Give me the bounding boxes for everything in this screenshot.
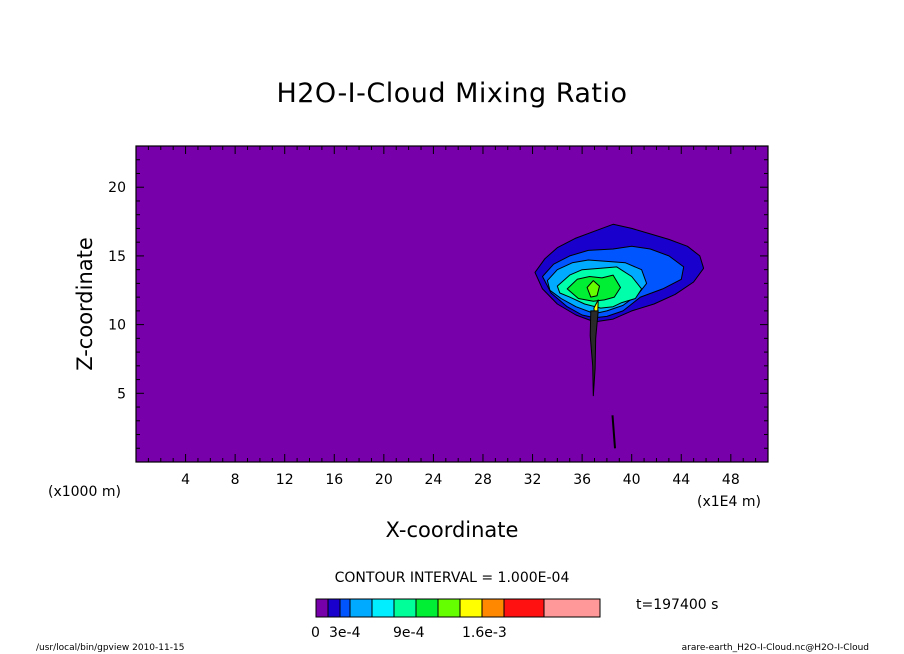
colorbar-swatch <box>481 598 505 618</box>
contour-streak <box>611 415 616 449</box>
colorbar-swatch <box>415 598 439 618</box>
x-tick-label: 8 <box>231 472 240 488</box>
colorbar-swatch <box>459 598 483 618</box>
colorbar-swatch <box>339 598 351 618</box>
x-tick-label: 4 <box>181 472 190 488</box>
x-tick-label: 28 <box>474 472 492 488</box>
chart-title: H2O-I-Cloud Mixing Ratio <box>276 78 627 109</box>
x-axis-ticks: 4 8 12 16 20 24 28 32 36 40 44 48 <box>147 146 757 488</box>
x-tick-label: 48 <box>722 472 740 488</box>
colorbar <box>315 598 601 618</box>
x-unit-left-label: (x1000 m) <box>48 484 121 500</box>
y-axis-label: Z-coordinate <box>73 237 97 371</box>
contour-interval-label: CONTOUR INTERVAL = 1.000E-04 <box>335 570 570 586</box>
colorbar-labels: 0 3e-4 9e-4 1.6e-3 <box>311 625 507 641</box>
colorbar-swatch <box>327 598 341 618</box>
x-tick-label: 20 <box>375 472 393 488</box>
colorbar-swatch <box>393 598 417 618</box>
x-unit-right-label: (x1E4 m) <box>697 494 761 510</box>
x-axis-label: X-coordinate <box>386 518 519 542</box>
x-tick-label: 16 <box>325 472 343 488</box>
x-tick-label: 40 <box>623 472 641 488</box>
y-tick-label: 15 <box>108 249 126 265</box>
x-tick-label: 44 <box>672 472 690 488</box>
colorbar-swatch <box>543 598 601 618</box>
y-tick-label: 10 <box>108 318 126 334</box>
colorbar-label: 0 <box>311 625 320 641</box>
y-axis-ticks: 5 10 15 20 <box>108 159 768 449</box>
colorbar-swatch <box>371 598 395 618</box>
colorbar-label: 9e-4 <box>393 625 425 641</box>
colorbar-swatch <box>315 598 329 618</box>
colorbar-label: 3e-4 <box>329 625 361 641</box>
x-tick-label: 36 <box>573 472 591 488</box>
colorbar-label: 1.6e-3 <box>462 625 507 641</box>
contour-region-5 <box>586 280 600 298</box>
x-tick-label: 32 <box>524 472 542 488</box>
colorbar-swatch <box>503 598 545 618</box>
cloud-contours <box>534 223 705 449</box>
plot-background <box>136 146 768 462</box>
time-label: t=197400 s <box>636 597 718 613</box>
colorbar-swatch <box>349 598 373 618</box>
x-tick-label: 24 <box>424 472 442 488</box>
footer-right: arare-earth_H2O-I-Cloud.nc@H2O-I-Cloud <box>682 643 869 653</box>
contour-stem <box>589 310 599 397</box>
footer-left: /usr/local/bin/gpview 2010-11-15 <box>36 643 184 653</box>
y-tick-label: 20 <box>108 180 126 196</box>
x-tick-label: 12 <box>276 472 294 488</box>
colorbar-swatch <box>437 598 461 618</box>
y-tick-label: 5 <box>117 386 126 402</box>
plot-frame <box>135 145 769 463</box>
